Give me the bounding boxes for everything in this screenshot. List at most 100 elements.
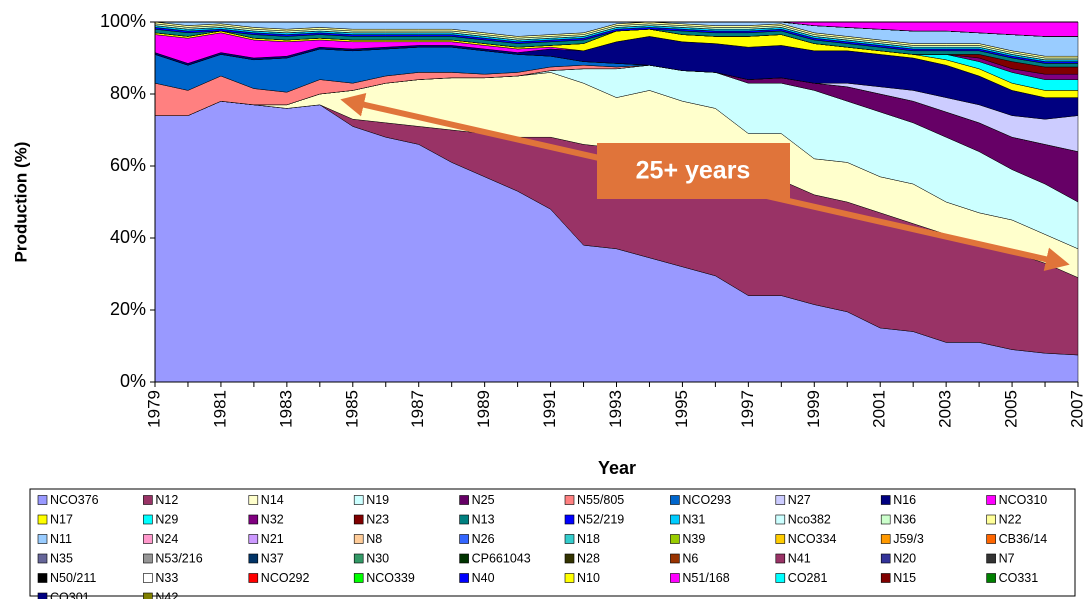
x-tick-label: 1989 bbox=[474, 390, 493, 428]
legend-label: N35 bbox=[50, 551, 73, 565]
legend-swatch bbox=[459, 573, 469, 583]
legend-swatch bbox=[986, 514, 996, 525]
legend-label: N18 bbox=[577, 532, 600, 546]
legend-swatch bbox=[143, 553, 153, 564]
x-tick-label: 1985 bbox=[342, 390, 361, 428]
y-tick-label: 20% bbox=[110, 299, 146, 319]
x-tick-label: 1995 bbox=[672, 390, 691, 428]
legend-swatch bbox=[353, 573, 364, 583]
legend-label: N40 bbox=[472, 571, 495, 585]
legend-swatch bbox=[880, 553, 891, 564]
legend-label: N39 bbox=[682, 532, 705, 546]
legend-label: N6 bbox=[682, 551, 698, 565]
legend-label: N11 bbox=[50, 532, 72, 546]
legend-label: N32 bbox=[261, 512, 284, 526]
annotation: 25+ years bbox=[636, 157, 751, 185]
legend-label: N52/219 bbox=[577, 512, 624, 526]
legend-label: CB36/14 bbox=[999, 532, 1048, 546]
legend-swatch bbox=[353, 495, 364, 505]
x-tick-label: 2001 bbox=[870, 390, 889, 428]
x-tick-label: 1993 bbox=[606, 390, 625, 428]
legend-swatch bbox=[564, 514, 575, 525]
x-tick-label: 2005 bbox=[1002, 390, 1021, 428]
legend-swatch bbox=[143, 534, 153, 544]
legend-label: N22 bbox=[999, 512, 1022, 526]
legend-label: N26 bbox=[472, 532, 495, 546]
legend-label: N12 bbox=[155, 493, 178, 507]
legend-swatch bbox=[353, 553, 364, 564]
y-tick-label: 100% bbox=[100, 11, 146, 31]
legend-swatch bbox=[37, 534, 48, 544]
legend-swatch bbox=[775, 573, 786, 583]
legend-label: N37 bbox=[261, 551, 284, 565]
legend-label: NCO334 bbox=[788, 532, 837, 546]
legend-label: N30 bbox=[366, 551, 389, 565]
annotation-box bbox=[597, 143, 790, 199]
legend-swatch bbox=[248, 534, 259, 544]
legend-swatch bbox=[986, 553, 996, 564]
y-tick-label: 80% bbox=[110, 83, 146, 103]
legend-swatch bbox=[880, 573, 891, 583]
legend-label: J59/3 bbox=[893, 532, 924, 546]
legend-label: CO331 bbox=[999, 571, 1039, 585]
legend-label: N8 bbox=[366, 532, 382, 546]
x-axis-label: Year bbox=[598, 458, 636, 478]
legend-label: N33 bbox=[155, 571, 178, 585]
legend-label: N51/168 bbox=[682, 571, 729, 585]
legend-label: N50/211 bbox=[50, 571, 96, 585]
legend-swatch bbox=[37, 553, 48, 564]
y-tick-label: 60% bbox=[110, 155, 146, 175]
legend-swatch bbox=[353, 514, 364, 525]
legend-swatch bbox=[775, 495, 786, 505]
legend-box bbox=[29, 488, 1076, 597]
legend-label: Nco382 bbox=[788, 512, 831, 526]
legend-swatch bbox=[564, 573, 575, 583]
legend-swatch bbox=[880, 534, 891, 544]
legend-swatch bbox=[459, 514, 469, 525]
legend-swatch bbox=[986, 534, 996, 544]
x-tick-label: 1983 bbox=[276, 390, 295, 428]
legend-swatch bbox=[459, 495, 469, 505]
legend-label: CP661043 bbox=[472, 551, 531, 565]
legend-label: NCO293 bbox=[682, 493, 731, 507]
x-tick-label: 1997 bbox=[738, 390, 757, 428]
legend-label: N14 bbox=[261, 493, 284, 507]
legend-label: CO281 bbox=[788, 571, 828, 585]
legend-swatch bbox=[564, 534, 575, 544]
legend-swatch bbox=[248, 514, 259, 525]
x-tick-label: 1991 bbox=[540, 390, 559, 428]
legend-swatch bbox=[564, 553, 575, 564]
legend-swatch bbox=[248, 553, 259, 564]
legend-label: N13 bbox=[472, 512, 495, 526]
x-tick-label: 2007 bbox=[1067, 390, 1086, 428]
legend-swatch bbox=[459, 534, 469, 544]
legend-swatch bbox=[775, 553, 786, 564]
y-tick-label: 0% bbox=[120, 371, 146, 391]
legend-label: NCO339 bbox=[366, 571, 415, 585]
legend-swatch bbox=[37, 495, 48, 505]
legend-swatch bbox=[459, 553, 469, 564]
legend-swatch bbox=[670, 514, 680, 525]
legend-label: N17 bbox=[50, 512, 73, 526]
legend-label: N29 bbox=[155, 512, 178, 526]
x-tick-label: 1981 bbox=[210, 390, 229, 428]
legend-swatch bbox=[880, 495, 891, 505]
legend-label: N53/216 bbox=[155, 551, 202, 565]
legend-swatch bbox=[880, 514, 891, 525]
legend-swatch bbox=[986, 573, 996, 583]
legend-swatch bbox=[37, 514, 48, 525]
y-axis-label: Production (%) bbox=[11, 142, 30, 263]
legend-label: N25 bbox=[472, 493, 495, 507]
legend-label: N21 bbox=[261, 532, 284, 546]
legend: NCO376 N12 N14 N19 N25 N55/805 NCO293 N27 N16 NCO… bbox=[37, 493, 1048, 599]
legend-swatch bbox=[353, 534, 364, 544]
legend-swatch bbox=[986, 495, 996, 505]
legend-swatch bbox=[248, 495, 259, 505]
legend-swatch bbox=[143, 573, 153, 583]
legend-label: NCO376 bbox=[50, 493, 99, 507]
legend-swatch bbox=[775, 514, 786, 525]
legend-label: N10 bbox=[577, 571, 600, 585]
legend-label: N41 bbox=[788, 551, 811, 565]
legend-label: N24 bbox=[155, 532, 178, 546]
